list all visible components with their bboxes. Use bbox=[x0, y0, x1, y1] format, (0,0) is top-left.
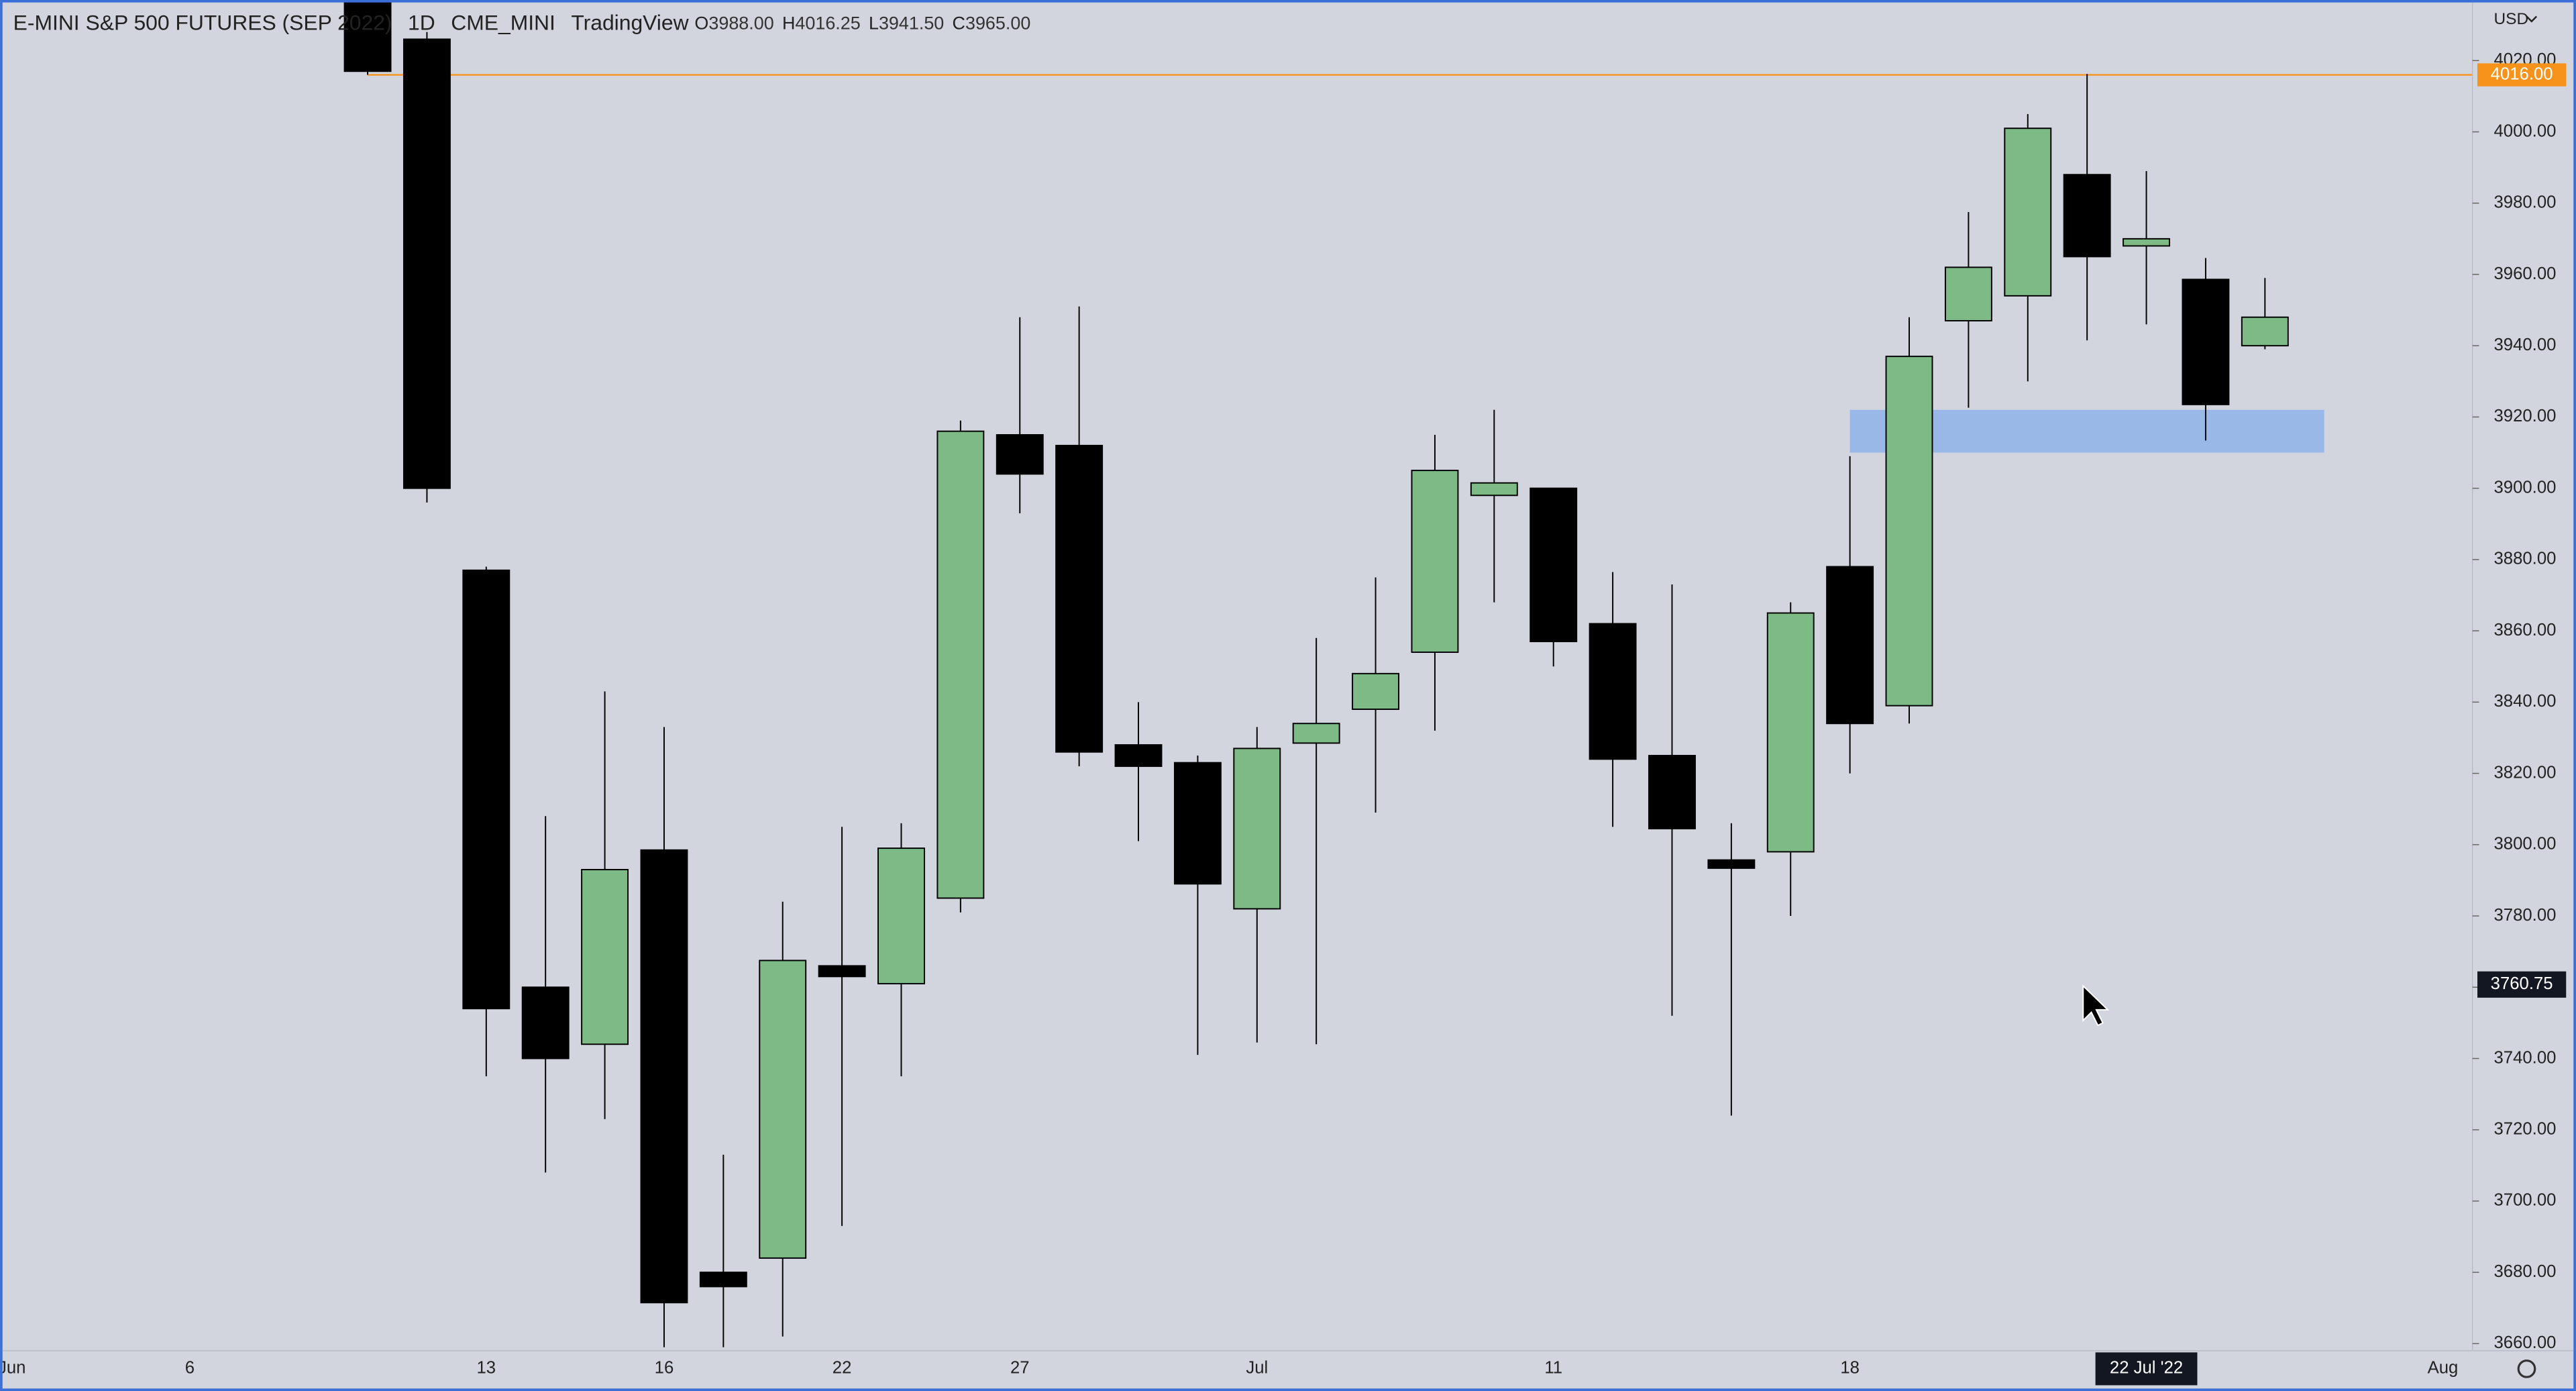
x-tick-label: Aug bbox=[2428, 1359, 2459, 1378]
ohlc-value: 3941.50 bbox=[879, 13, 944, 34]
candle-body bbox=[996, 434, 1044, 475]
candle-body bbox=[877, 847, 925, 984]
y-tick-label: 3920.00 bbox=[2493, 407, 2556, 425]
candle-body bbox=[1055, 444, 1104, 753]
interval[interactable]: 1D bbox=[408, 11, 435, 35]
candle-body bbox=[1707, 859, 1756, 869]
x-tick-label: Jun bbox=[0, 1359, 25, 1378]
ohlc-value: 3965.00 bbox=[965, 13, 1030, 34]
x-tick-label: 18 bbox=[1840, 1359, 1860, 1378]
x-tick-label: 6 bbox=[185, 1359, 195, 1378]
crosshair-price-label: 3760.75 bbox=[2491, 974, 2553, 993]
candle-body bbox=[521, 986, 570, 1060]
candle-body bbox=[1292, 723, 1340, 744]
exchange: CME_MINI bbox=[451, 11, 555, 35]
candle-body bbox=[581, 868, 629, 1045]
y-tick-label: 3960.00 bbox=[2493, 264, 2556, 283]
candle-body bbox=[1766, 612, 1815, 853]
dropdown-icon bbox=[2526, 15, 2538, 23]
y-tick-label: 3780.00 bbox=[2493, 906, 2556, 925]
candle-body bbox=[1648, 755, 1696, 829]
y-tick-label: 3900.00 bbox=[2493, 478, 2556, 497]
crosshair-price-bg bbox=[2477, 971, 2567, 998]
x-tick-label: 22 bbox=[833, 1359, 852, 1378]
crosshair-date-bg bbox=[2095, 1352, 2198, 1386]
ohlc-key: L bbox=[869, 13, 879, 34]
y-tick-label: 3840.00 bbox=[2493, 692, 2556, 711]
candle-body bbox=[1114, 744, 1163, 767]
x-tick-label: Jul bbox=[1246, 1359, 1268, 1378]
candle-body bbox=[1470, 482, 1518, 497]
source: TradingView bbox=[571, 11, 689, 35]
currency-selector[interactable]: USD bbox=[2493, 10, 2528, 28]
settings-icon[interactable] bbox=[2517, 1359, 2536, 1378]
y-tick-label: 3800.00 bbox=[2493, 835, 2556, 854]
y-tick-label: 3740.00 bbox=[2493, 1048, 2556, 1067]
candle-body bbox=[2182, 278, 2230, 405]
x-tick-label: 13 bbox=[477, 1359, 496, 1378]
x-tick-label: 27 bbox=[1010, 1359, 1030, 1378]
candle-body bbox=[2063, 174, 2111, 258]
y-tick-label: 3860.00 bbox=[2493, 621, 2556, 639]
symbol: E-MINI S&P 500 FUTURES (SEP 2022) bbox=[13, 11, 392, 35]
x-tick-label: 16 bbox=[655, 1359, 674, 1378]
ohlc-key: C bbox=[953, 13, 965, 34]
candle-body bbox=[1885, 356, 1933, 707]
candle-body bbox=[1411, 470, 1459, 653]
plot-area bbox=[343, 0, 2473, 1347]
ohlc-key: H bbox=[782, 13, 795, 34]
candle-body bbox=[759, 960, 807, 1259]
y-tick-label: 3680.00 bbox=[2493, 1262, 2556, 1281]
chart-header: E-MINI S&P 500 FUTURES (SEP 2022) 1D CME… bbox=[13, 11, 1031, 35]
candle-body bbox=[2241, 316, 2289, 347]
candle-body bbox=[462, 569, 511, 1010]
candle-body bbox=[936, 430, 985, 899]
candle-body bbox=[1233, 748, 1281, 910]
candle-body bbox=[2004, 127, 2052, 297]
price-label: 4016.00 bbox=[2491, 64, 2553, 83]
ohlc-value: 3988.00 bbox=[708, 13, 773, 34]
y-tick-label: 3820.00 bbox=[2493, 763, 2556, 782]
price-label-bg bbox=[2477, 63, 2567, 87]
candle-body bbox=[2123, 238, 2171, 247]
y-tick-label: 3880.00 bbox=[2493, 550, 2556, 568]
candle-body bbox=[402, 38, 451, 489]
y-tick-label: 3660.00 bbox=[2493, 1333, 2556, 1352]
candle-body bbox=[1826, 566, 1874, 725]
crosshair-date-label: 22 Jul '22 bbox=[2110, 1359, 2183, 1378]
candle-body bbox=[1589, 623, 1637, 760]
candle-body bbox=[818, 965, 866, 978]
ohlc-value: 4016.25 bbox=[795, 13, 860, 34]
y-tick-label: 3980.00 bbox=[2493, 193, 2556, 212]
ohlc-values: O3988.00 H4016.25 L3941.50 C3965.00 bbox=[694, 13, 1030, 34]
cursor bbox=[2082, 984, 2110, 1027]
y-tick-label: 4000.00 bbox=[2493, 121, 2556, 140]
y-tick-label: 3940.00 bbox=[2493, 336, 2556, 354]
x-tick-label: 11 bbox=[1544, 1359, 1562, 1378]
y-tick-label: 3700.00 bbox=[2493, 1191, 2556, 1210]
candle-body bbox=[640, 849, 688, 1304]
ohlc-key: O bbox=[694, 13, 708, 34]
candle-body bbox=[343, 0, 392, 72]
candle-body bbox=[1529, 487, 1578, 643]
candle-body bbox=[1944, 266, 1992, 322]
candle-body bbox=[699, 1272, 747, 1288]
candle-body bbox=[1173, 762, 1222, 885]
candle-body bbox=[1352, 672, 1400, 710]
y-tick-label: 3720.00 bbox=[2493, 1119, 2556, 1138]
